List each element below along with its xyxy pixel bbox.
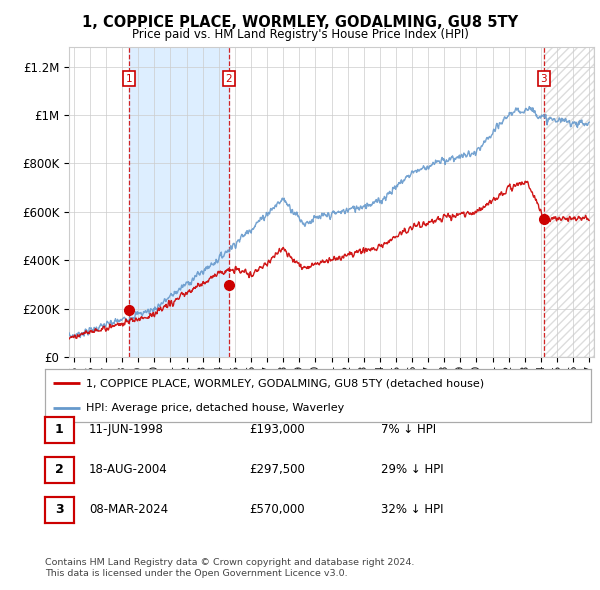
Text: 1: 1 — [55, 423, 64, 436]
Text: 08-MAR-2024: 08-MAR-2024 — [89, 503, 168, 516]
Text: 29% ↓ HPI: 29% ↓ HPI — [381, 463, 443, 476]
Bar — [544, 47, 594, 357]
Text: 1, COPPICE PLACE, WORMLEY, GODALMING, GU8 5TY (detached house): 1, COPPICE PLACE, WORMLEY, GODALMING, GU… — [86, 378, 484, 388]
Text: 1: 1 — [126, 74, 133, 84]
Bar — [544, 47, 594, 357]
Text: Contains HM Land Registry data © Crown copyright and database right 2024.
This d: Contains HM Land Registry data © Crown c… — [45, 558, 415, 578]
Text: 32% ↓ HPI: 32% ↓ HPI — [381, 503, 443, 516]
Text: 7% ↓ HPI: 7% ↓ HPI — [381, 423, 436, 436]
Text: HPI: Average price, detached house, Waverley: HPI: Average price, detached house, Wave… — [86, 402, 344, 412]
Text: £193,000: £193,000 — [249, 423, 305, 436]
Text: 2: 2 — [55, 463, 64, 476]
Bar — [129, 47, 229, 357]
Text: £297,500: £297,500 — [249, 463, 305, 476]
Text: 11-JUN-1998: 11-JUN-1998 — [89, 423, 164, 436]
Text: £570,000: £570,000 — [249, 503, 305, 516]
Text: 2: 2 — [226, 74, 232, 84]
Text: 18-AUG-2004: 18-AUG-2004 — [89, 463, 167, 476]
Text: 3: 3 — [55, 503, 64, 516]
Text: 3: 3 — [541, 74, 547, 84]
Text: 1, COPPICE PLACE, WORMLEY, GODALMING, GU8 5TY: 1, COPPICE PLACE, WORMLEY, GODALMING, GU… — [82, 15, 518, 30]
Text: Price paid vs. HM Land Registry's House Price Index (HPI): Price paid vs. HM Land Registry's House … — [131, 28, 469, 41]
